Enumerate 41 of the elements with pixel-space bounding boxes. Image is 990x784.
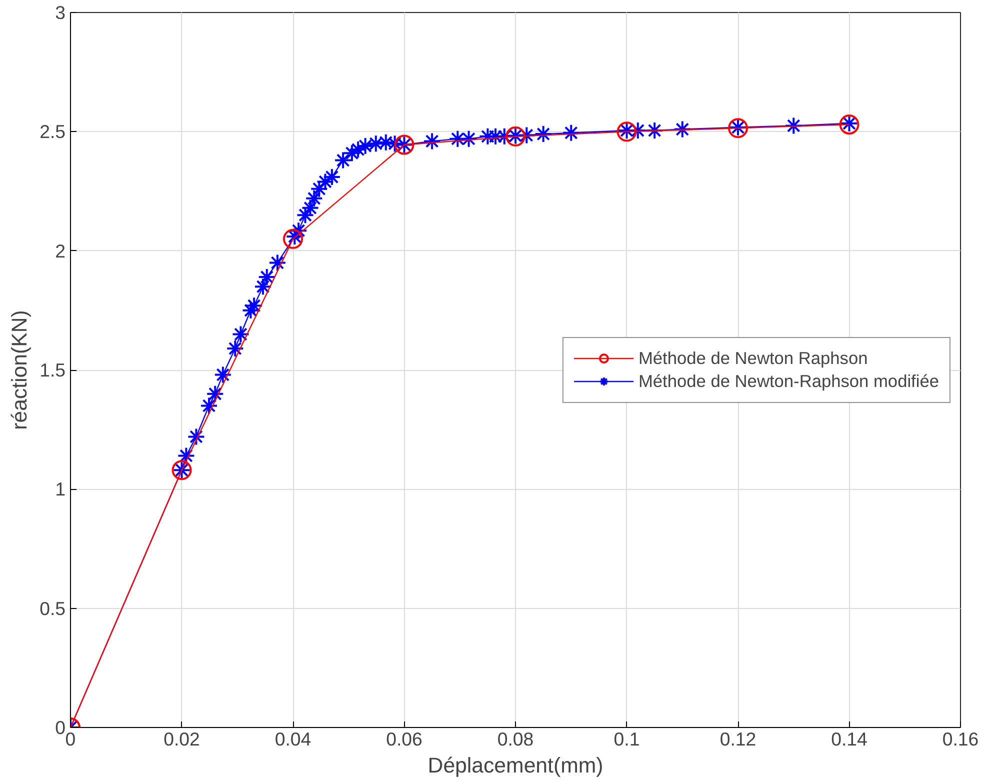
point	[226, 340, 244, 358]
point	[310, 180, 328, 198]
point	[673, 120, 692, 138]
point	[258, 268, 276, 286]
point	[534, 125, 552, 144]
point	[177, 446, 196, 465]
x-tick-label: 0.1	[614, 728, 640, 750]
point	[214, 366, 232, 384]
x-axis-title: Déplacement(mm)	[428, 754, 604, 778]
x-tick-label: 0.16	[942, 728, 979, 750]
point	[206, 384, 224, 403]
legend-label: Méthode de Newton-Raphson modifiée	[638, 370, 939, 392]
x-tick-label: 0.04	[274, 728, 312, 750]
point	[784, 116, 803, 135]
y-tick-label: 2	[55, 240, 66, 262]
point	[305, 189, 324, 208]
y-tick-label: 1.5	[40, 360, 66, 380]
y-tick-label: 1	[55, 478, 66, 500]
point	[187, 428, 206, 446]
y-axis-title: réaction(KN)	[8, 310, 32, 430]
point	[254, 278, 272, 296]
y-tick-label: 2.5	[40, 121, 66, 142]
point	[200, 396, 218, 415]
point	[646, 121, 664, 140]
x-tick-label: 0.12	[720, 728, 756, 750]
point	[232, 325, 250, 344]
x-tick-label: 0.08	[497, 728, 534, 750]
legend-label: Méthode de Newton Raphson	[638, 348, 868, 368]
x-tick-label: 0.14	[831, 728, 868, 750]
x-tick-label: 0.06	[386, 728, 422, 750]
point	[423, 132, 442, 150]
point	[290, 222, 308, 240]
point	[518, 126, 536, 144]
y-tick-label: 0.5	[40, 598, 66, 619]
x-tick-label: 0.02	[164, 728, 200, 750]
point	[460, 130, 478, 148]
point	[334, 151, 352, 170]
point	[366, 134, 385, 153]
point	[268, 254, 286, 272]
y-tick-label: 3	[55, 2, 66, 23]
point	[562, 124, 580, 142]
